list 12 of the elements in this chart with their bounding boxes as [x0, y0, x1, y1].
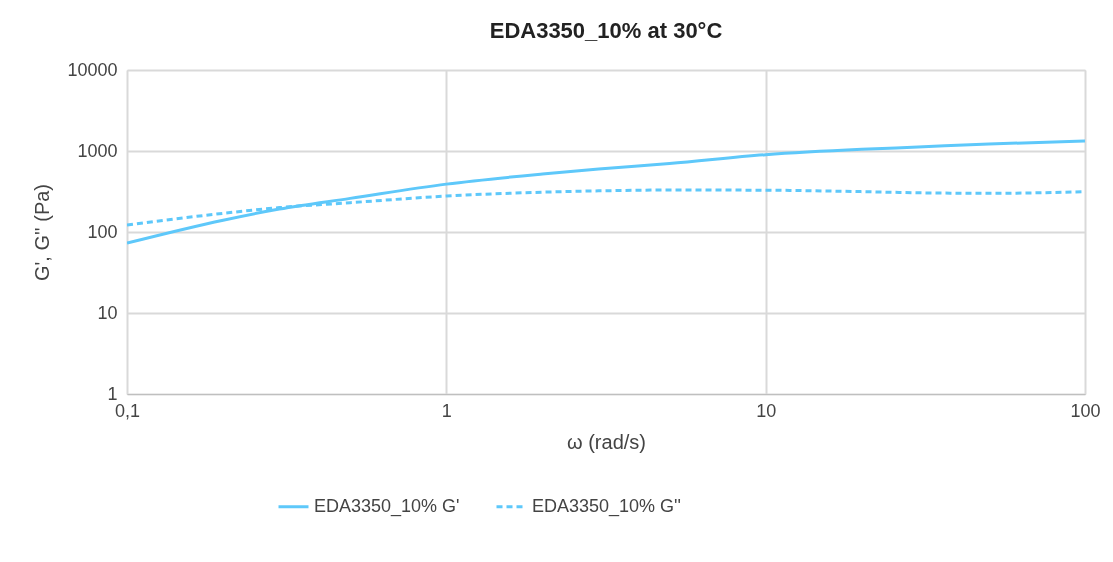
y-tick-label: 100: [87, 221, 118, 242]
y-tick-label: 10000: [67, 59, 118, 80]
x-tick-label: 10: [756, 400, 777, 421]
y-tick-label: 10: [97, 302, 118, 323]
x-axis-title: ω (rad/s): [567, 430, 646, 453]
y-axis-title: G', G'' (Pa): [31, 183, 54, 282]
x-tick-label: 1: [441, 400, 452, 421]
legend-label: EDA3350_10% G'': [532, 495, 681, 517]
x-tick-label: 100: [1070, 400, 1101, 421]
y-tick-label: 1000: [77, 140, 118, 161]
legend-label: EDA3350_10% G': [314, 495, 460, 517]
chart-title: EDA3350_10% at 30°C: [489, 18, 723, 43]
